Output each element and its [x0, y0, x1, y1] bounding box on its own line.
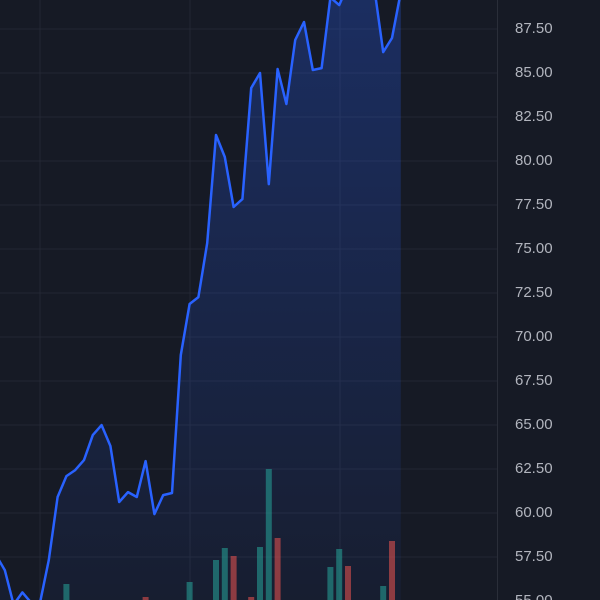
y-tick-label: 82.50	[515, 108, 553, 125]
plot	[0, 0, 497, 600]
price-line	[0, 0, 401, 600]
y-tick-label: 65.00	[515, 416, 553, 433]
y-tick-label: 87.50	[515, 20, 553, 37]
volume-bar	[274, 538, 281, 600]
volume-bar	[186, 582, 193, 600]
y-tick-label: 67.50	[515, 372, 553, 389]
y-tick-label: 55.00	[515, 592, 553, 600]
y-tick-label: 60.00	[515, 504, 553, 521]
y-tick-label: 70.00	[515, 328, 553, 345]
volume-bar	[327, 567, 334, 600]
volume-bar	[221, 548, 228, 600]
volume-bar	[63, 584, 70, 600]
y-tick-label: 77.50	[515, 196, 553, 213]
volume-bar	[265, 469, 272, 600]
volume-bar	[345, 566, 351, 600]
volume-bar	[389, 541, 395, 600]
area	[0, 0, 401, 600]
volume-bar	[142, 597, 149, 600]
y-tick-label: 80.00	[515, 152, 553, 169]
volume-bar	[336, 549, 343, 600]
y-tick-label: 85.00	[515, 64, 553, 81]
volume-bar	[230, 556, 237, 600]
y-tick-label: 57.50	[515, 548, 553, 565]
volume-bar	[213, 560, 219, 600]
y-tick-label: 72.50	[515, 284, 553, 301]
y-tick-label: 75.00	[515, 240, 553, 257]
volume-bar	[248, 597, 255, 600]
y-tick-label: 62.50	[515, 460, 553, 477]
volume-bar	[380, 586, 387, 600]
volume-bar	[257, 547, 263, 600]
